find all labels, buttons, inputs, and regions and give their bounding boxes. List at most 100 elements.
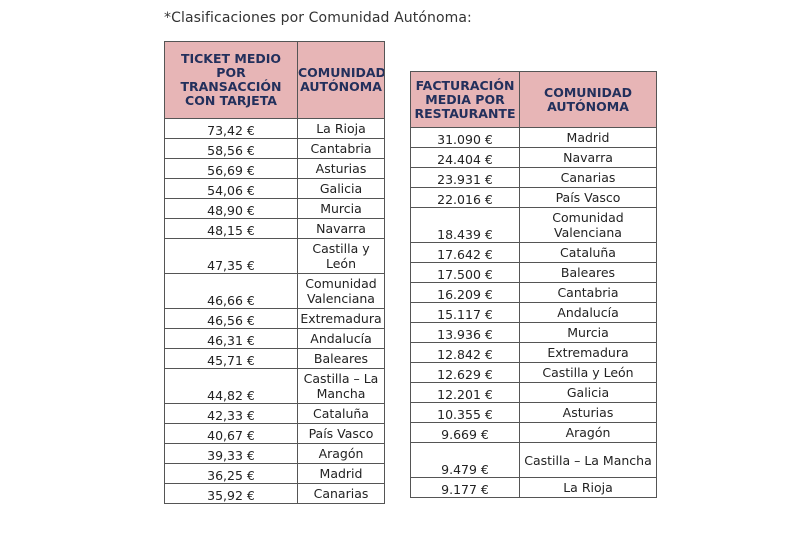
value-cell: 12.201 € xyxy=(410,382,520,403)
value-cell: 39,33 € xyxy=(164,443,298,464)
ticket-medio-table: TICKET MEDIO POR TRANSACCIÓN CON TARJETA… xyxy=(164,41,385,504)
column-header-facturacion: FACTURACIÓN MEDIA POR RESTAURANTE xyxy=(410,71,520,128)
table-row: 12.842 € Extremadura xyxy=(410,342,657,363)
value-cell: 35,92 € xyxy=(164,483,298,504)
table-row: 24.404 € Navarra xyxy=(410,147,657,168)
region-cell: Andalucía xyxy=(519,302,657,323)
table-body: 73,42 € La Rioja 58,56 € Cantabria 56,69 € As… xyxy=(164,118,385,504)
table-row: 12.201 € Galicia xyxy=(410,382,657,403)
facturacion-media-table: FACTURACIÓN MEDIA POR RESTAURANTE COMUNI… xyxy=(410,71,657,498)
region-cell: Navarra xyxy=(297,218,385,239)
table-row: 22.016 € País Vasco xyxy=(410,187,657,208)
value-cell: 47,35 € xyxy=(164,238,298,274)
value-cell: 42,33 € xyxy=(164,403,298,424)
value-cell: 17.642 € xyxy=(410,242,520,263)
table-row: 9.479 € Castilla – La Mancha xyxy=(410,442,657,478)
caption: *Clasificaciones por Comunidad Autónoma: xyxy=(164,10,472,26)
table-row: 48,15 € Navarra xyxy=(164,218,385,239)
value-cell: 15.117 € xyxy=(410,302,520,323)
value-cell: 54,06 € xyxy=(164,178,298,199)
region-cell: Castilla y León xyxy=(297,238,385,274)
table-row: 40,67 € País Vasco xyxy=(164,423,385,444)
value-cell: 31.090 € xyxy=(410,127,520,148)
region-cell: Cantabria xyxy=(297,138,385,159)
region-cell: Canarias xyxy=(519,167,657,188)
table-row: 31.090 € Madrid xyxy=(410,127,657,148)
table-row: 44,82 € Castilla – La Mancha xyxy=(164,368,385,404)
region-cell: Baleares xyxy=(519,262,657,283)
region-cell: Asturias xyxy=(519,402,657,423)
table-row: 9.669 € Aragón xyxy=(410,422,657,443)
region-cell: Aragón xyxy=(519,422,657,443)
value-cell: 12.842 € xyxy=(410,342,520,363)
column-header-comunidad: COMUNIDAD AUTÓNOMA xyxy=(297,41,385,119)
table-row: 46,66 € Comunidad Valenciana xyxy=(164,273,385,309)
table-row: 12.629 € Castilla y León xyxy=(410,362,657,383)
table-row: 42,33 € Cataluña xyxy=(164,403,385,424)
value-cell: 9.177 € xyxy=(410,477,520,498)
region-cell: Galicia xyxy=(519,382,657,403)
region-cell: Andalucía xyxy=(297,328,385,349)
value-cell: 16.209 € xyxy=(410,282,520,303)
region-cell: Canarias xyxy=(297,483,385,504)
value-cell: 22.016 € xyxy=(410,187,520,208)
region-cell: Castilla y León xyxy=(519,362,657,383)
value-cell: 13.936 € xyxy=(410,322,520,343)
region-cell: Castilla – La Mancha xyxy=(297,368,385,404)
table-row: 15.117 € Andalucía xyxy=(410,302,657,323)
table-row: 48,90 € Murcia xyxy=(164,198,385,219)
region-cell: Navarra xyxy=(519,147,657,168)
table-row: 39,33 € Aragón xyxy=(164,443,385,464)
region-cell: Madrid xyxy=(519,127,657,148)
value-cell: 56,69 € xyxy=(164,158,298,179)
table-row: 73,42 € La Rioja xyxy=(164,118,385,139)
value-cell: 40,67 € xyxy=(164,423,298,444)
value-cell: 18.439 € xyxy=(410,207,520,243)
value-cell: 45,71 € xyxy=(164,348,298,369)
value-cell: 46,56 € xyxy=(164,308,298,329)
region-cell: Baleares xyxy=(297,348,385,369)
region-cell: Comunidad Valenciana xyxy=(297,273,385,309)
region-cell: Comunidad Valenciana xyxy=(519,207,657,243)
table-row: 16.209 € Cantabria xyxy=(410,282,657,303)
value-cell: 44,82 € xyxy=(164,368,298,404)
table-row: 35,92 € Canarias xyxy=(164,483,385,504)
table-row: 18.439 € Comunidad Valenciana xyxy=(410,207,657,243)
table-row: 17.500 € Baleares xyxy=(410,262,657,283)
table-header-row: TICKET MEDIO POR TRANSACCIÓN CON TARJETA… xyxy=(164,41,385,119)
table-row: 46,31 € Andalucía xyxy=(164,328,385,349)
region-cell: Extremadura xyxy=(297,308,385,329)
value-cell: 36,25 € xyxy=(164,463,298,484)
table-row: 10.355 € Asturias xyxy=(410,402,657,423)
value-cell: 46,66 € xyxy=(164,273,298,309)
region-cell: Extremadura xyxy=(519,342,657,363)
value-cell: 73,42 € xyxy=(164,118,298,139)
table-row: 36,25 € Madrid xyxy=(164,463,385,484)
region-cell: Murcia xyxy=(297,198,385,219)
table-row: 54,06 € Galicia xyxy=(164,178,385,199)
table-row: 13.936 € Murcia xyxy=(410,322,657,343)
region-cell: Aragón xyxy=(297,443,385,464)
table-row: 58,56 € Cantabria xyxy=(164,138,385,159)
table-row: 47,35 € Castilla y León xyxy=(164,238,385,274)
table-row: 45,71 € Baleares xyxy=(164,348,385,369)
region-cell: Castilla – La Mancha xyxy=(519,442,657,478)
value-cell: 58,56 € xyxy=(164,138,298,159)
region-cell: Asturias xyxy=(297,158,385,179)
region-cell: La Rioja xyxy=(297,118,385,139)
region-cell: País Vasco xyxy=(519,187,657,208)
value-cell: 9.479 € xyxy=(410,442,520,478)
value-cell: 12.629 € xyxy=(410,362,520,383)
table-body: 31.090 € Madrid 24.404 € Navarra 23.931 € Can… xyxy=(410,127,657,498)
value-cell: 17.500 € xyxy=(410,262,520,283)
value-cell: 10.355 € xyxy=(410,402,520,423)
table-row: 23.931 € Canarias xyxy=(410,167,657,188)
value-cell: 9.669 € xyxy=(410,422,520,443)
table-row: 56,69 € Asturias xyxy=(164,158,385,179)
table-header-row: FACTURACIÓN MEDIA POR RESTAURANTE COMUNI… xyxy=(410,71,657,128)
region-cell: Cataluña xyxy=(519,242,657,263)
table-row: 9.177 € La Rioja xyxy=(410,477,657,498)
region-cell: La Rioja xyxy=(519,477,657,498)
region-cell: Cantabria xyxy=(519,282,657,303)
value-cell: 46,31 € xyxy=(164,328,298,349)
